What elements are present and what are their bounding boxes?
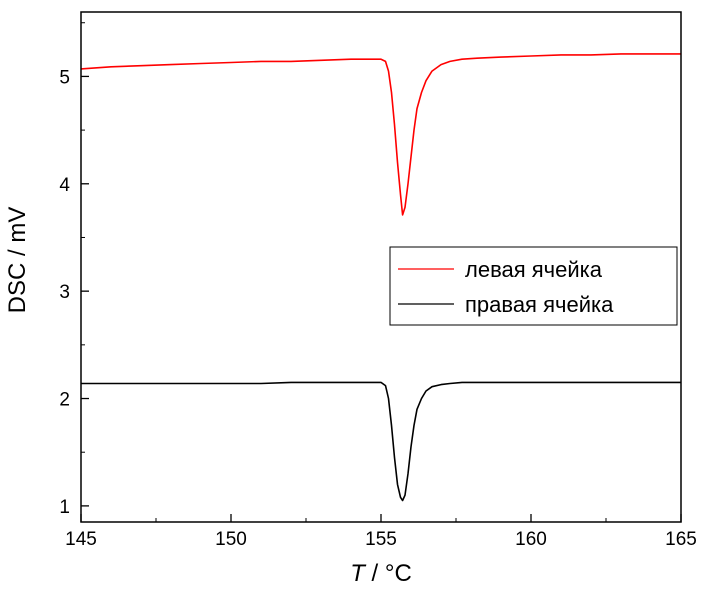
series-line-0 xyxy=(80,53,681,216)
x-axis-title-unit: / °C xyxy=(365,560,412,587)
y-axis-title: DSC / mV xyxy=(4,207,31,314)
x-axis-title: T / °C xyxy=(350,560,412,587)
y-tick-label-2: 2 xyxy=(59,390,70,411)
x-tick-label-145: 145 xyxy=(65,529,97,550)
ticks-layer: 145 150 155 160 165 1 2 3 4 5 xyxy=(59,22,697,550)
series-layer xyxy=(80,53,681,502)
x-tick-label-165: 165 xyxy=(665,529,697,550)
x-tick-label-150: 150 xyxy=(215,529,247,550)
legend-box xyxy=(389,246,678,326)
plot-frame xyxy=(80,11,682,523)
y-tick-label-3: 3 xyxy=(59,282,70,303)
x-tick-label-155: 155 xyxy=(365,529,397,550)
legend-label-right-cell: правая ячейка xyxy=(465,292,614,317)
y-tick-label-5: 5 xyxy=(59,67,70,88)
y-tick-label-1: 1 xyxy=(59,497,70,518)
x-tick-label-160: 160 xyxy=(515,529,547,550)
series-line-1 xyxy=(81,381,681,502)
legend: левая ячейка правая ячейка xyxy=(389,246,678,326)
x-axis-title-symbol: T xyxy=(350,560,367,587)
legend-label-left-cell: левая ячейка xyxy=(465,257,603,282)
y-tick-label-4: 4 xyxy=(59,175,70,196)
